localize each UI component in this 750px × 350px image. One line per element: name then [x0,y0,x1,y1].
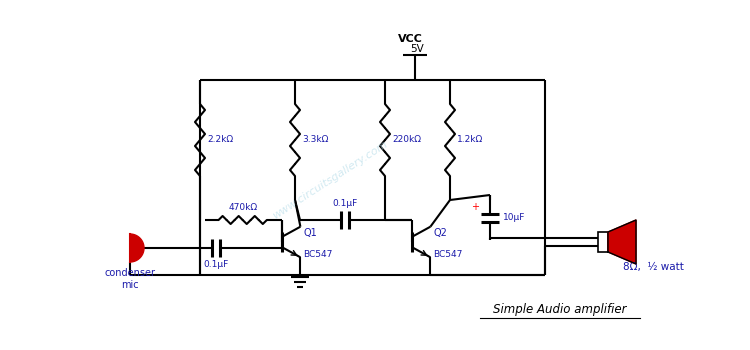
Text: 0.1μF: 0.1μF [332,199,358,208]
Text: BC547: BC547 [304,250,333,259]
Text: 5V: 5V [410,44,424,54]
Text: BC547: BC547 [433,250,463,259]
Text: 3.3kΩ: 3.3kΩ [302,135,328,145]
Text: Q1: Q1 [304,228,317,238]
Text: Simple Audio amplifier: Simple Audio amplifier [494,303,627,316]
Text: Q2: Q2 [433,228,447,238]
Bar [598,232,608,252]
Polygon shape [130,234,144,262]
Text: 0.1μF: 0.1μF [203,260,229,269]
Text: 10μF: 10μF [503,213,525,222]
Text: VCC: VCC [398,34,422,44]
Text: condenser
mic: condenser mic [104,268,155,289]
Text: 1.2kΩ: 1.2kΩ [457,135,483,145]
Text: www.circuitsgallery.com: www.circuitsgallery.com [271,139,389,221]
Text: 8Ω,  ½ watt: 8Ω, ½ watt [623,262,684,272]
Text: +: + [471,202,479,211]
Polygon shape [608,220,636,264]
Text: 470kΩ: 470kΩ [228,203,257,212]
Text: 2.2kΩ: 2.2kΩ [207,135,233,145]
Text: 220kΩ: 220kΩ [392,135,421,145]
